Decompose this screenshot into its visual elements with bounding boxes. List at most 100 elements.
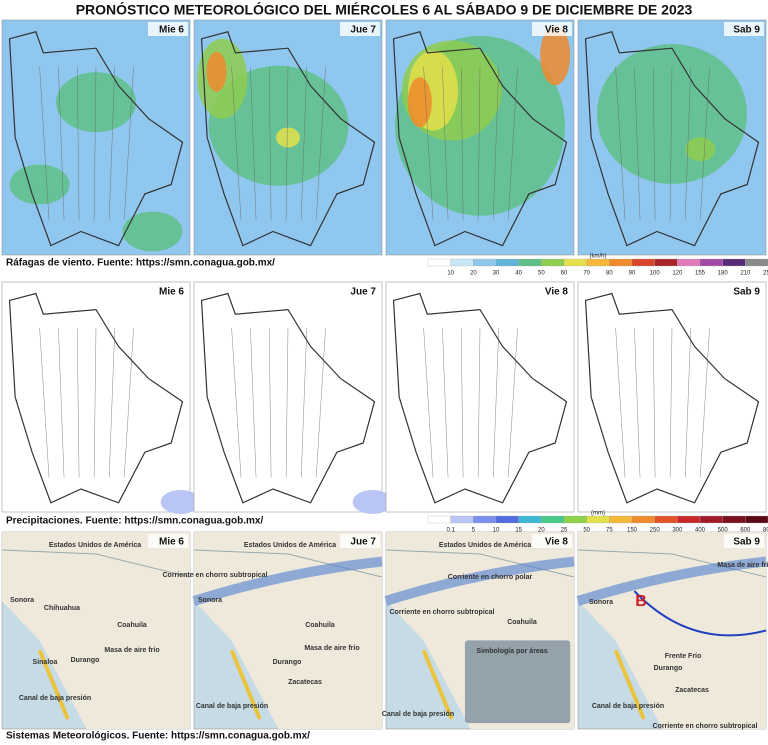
scale-label: 20: [470, 271, 477, 277]
municipality-line: [461, 66, 464, 220]
map-label: Sinaloa: [33, 659, 58, 666]
municipality-line: [124, 66, 134, 220]
caption: Sistemas Meteorológicos. Fuente: https:/…: [6, 731, 310, 742]
land: [2, 532, 190, 729]
wind-area: [276, 127, 300, 148]
caption: Precipitaciones. Fuente: https://smn.con…: [6, 516, 263, 527]
scale-swatch: [586, 258, 610, 267]
municipality-line: [492, 66, 499, 220]
scale-swatch: [609, 258, 633, 267]
state-outline: [584, 31, 760, 247]
map-label: Sonora: [589, 599, 613, 606]
municipality-line: [461, 327, 464, 478]
scale-label: 20: [538, 528, 545, 534]
scale-label: 210: [740, 271, 751, 277]
map-panel: [385, 281, 575, 513]
municipality-line: [250, 66, 257, 220]
municipality-line: [508, 66, 518, 220]
map-panel: [1, 281, 191, 513]
low-pressure-trough: [37, 649, 70, 720]
scale-label: 40: [515, 271, 522, 277]
municipality-line: [700, 66, 710, 220]
day-label: Vie 8: [545, 537, 569, 548]
municipality-line: [108, 327, 115, 478]
map-label: Frente Frío: [665, 653, 702, 660]
day-label: Vie 8: [545, 287, 569, 298]
municipality-line: [300, 66, 307, 220]
map-label: Estados Unidos de América: [244, 542, 336, 549]
day-label-box: [532, 534, 572, 548]
municipality-line: [285, 66, 289, 220]
municipality-line: [700, 327, 710, 478]
map-label: Corriente en chorro subtropical: [389, 609, 494, 616]
municipality-line: [316, 66, 326, 220]
wind-area: [407, 77, 432, 128]
scale-label: 400: [695, 528, 706, 534]
map-label: Sonora: [198, 597, 222, 604]
map-label: Zacatecas: [675, 687, 709, 694]
scale-swatch: [518, 515, 542, 524]
wind-area: [122, 211, 183, 252]
scale-swatch: [677, 515, 701, 524]
day-label-box: [340, 22, 380, 36]
map-label: Masa de aire frío: [717, 562, 768, 569]
scale-label: 800: [763, 528, 768, 534]
day-label: Sab 9: [733, 537, 760, 548]
scale-label: 70: [583, 271, 590, 277]
map-panel: [193, 281, 383, 513]
scale-label: 180: [718, 271, 729, 277]
day-label-box: [340, 284, 380, 298]
scale-label: 5: [472, 528, 476, 534]
scale-swatch: [745, 515, 768, 524]
map-label: Coahuila: [305, 622, 335, 629]
municipality-line: [285, 327, 289, 478]
land: [194, 532, 382, 729]
municipality-line: [477, 66, 481, 220]
day-label-box: [532, 284, 572, 298]
map-panel: [577, 281, 767, 513]
municipality-line: [508, 327, 518, 478]
day-label-box: [724, 534, 764, 548]
wind-area: [597, 44, 747, 184]
day-label-box: [148, 22, 188, 36]
scale-label: 10: [447, 271, 454, 277]
map-label: Masa de aire frío: [104, 647, 159, 654]
jet-stream: [576, 556, 767, 606]
state-outline: [392, 31, 568, 247]
day-label: Jue 7: [350, 537, 376, 548]
map-label: Canal de baja presión: [19, 695, 91, 702]
municipality-line: [442, 66, 449, 220]
municipality-line: [684, 327, 691, 478]
scale-swatch: [427, 515, 451, 524]
jet-stream: [192, 556, 383, 606]
scale-label: 250: [650, 528, 661, 534]
scale-label: 60: [561, 271, 568, 277]
scale-swatch: [699, 515, 723, 524]
municipality-line: [316, 327, 326, 478]
day-label-box: [148, 534, 188, 548]
municipality-line: [108, 66, 115, 220]
municipality-line: [634, 327, 641, 478]
municipality-line: [669, 66, 673, 220]
municipality-line: [93, 327, 97, 478]
day-label: Jue 7: [350, 25, 376, 36]
jet-stream: [384, 556, 575, 606]
rain-area: [352, 490, 393, 514]
municipality-line: [58, 327, 65, 478]
scale-label: 0.1: [446, 528, 455, 534]
scale-label: 300: [672, 528, 683, 534]
state-outline: [8, 31, 184, 247]
scale-label: 80: [606, 271, 613, 277]
scale-swatch: [450, 258, 474, 267]
map-label: Estados Unidos de América: [49, 542, 141, 549]
municipality-line: [684, 66, 691, 220]
scale-label: 15: [515, 528, 522, 534]
wind-area: [56, 72, 136, 133]
map-label: Corriente en chorro polar: [448, 574, 533, 581]
day-label-box: [340, 534, 380, 548]
map-label: Coahuila: [507, 619, 537, 626]
legend-box: [464, 640, 571, 724]
scale-unit: (km/h): [590, 254, 607, 260]
map-label: Coahuila: [117, 622, 147, 629]
municipality-line: [653, 66, 656, 220]
